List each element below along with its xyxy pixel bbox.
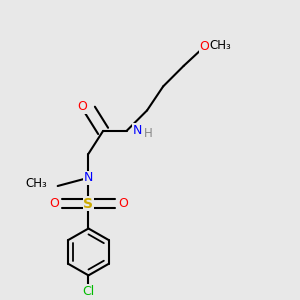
- Text: O: O: [49, 197, 59, 210]
- Text: N: N: [84, 171, 93, 184]
- Text: Cl: Cl: [82, 285, 94, 298]
- Text: O: O: [78, 100, 88, 113]
- Text: N: N: [133, 124, 142, 136]
- Text: O: O: [199, 40, 209, 53]
- Text: CH₃: CH₃: [209, 39, 231, 52]
- Text: O: O: [118, 197, 128, 210]
- Text: H: H: [144, 127, 153, 140]
- Text: CH₃: CH₃: [26, 177, 47, 190]
- Text: S: S: [83, 196, 94, 211]
